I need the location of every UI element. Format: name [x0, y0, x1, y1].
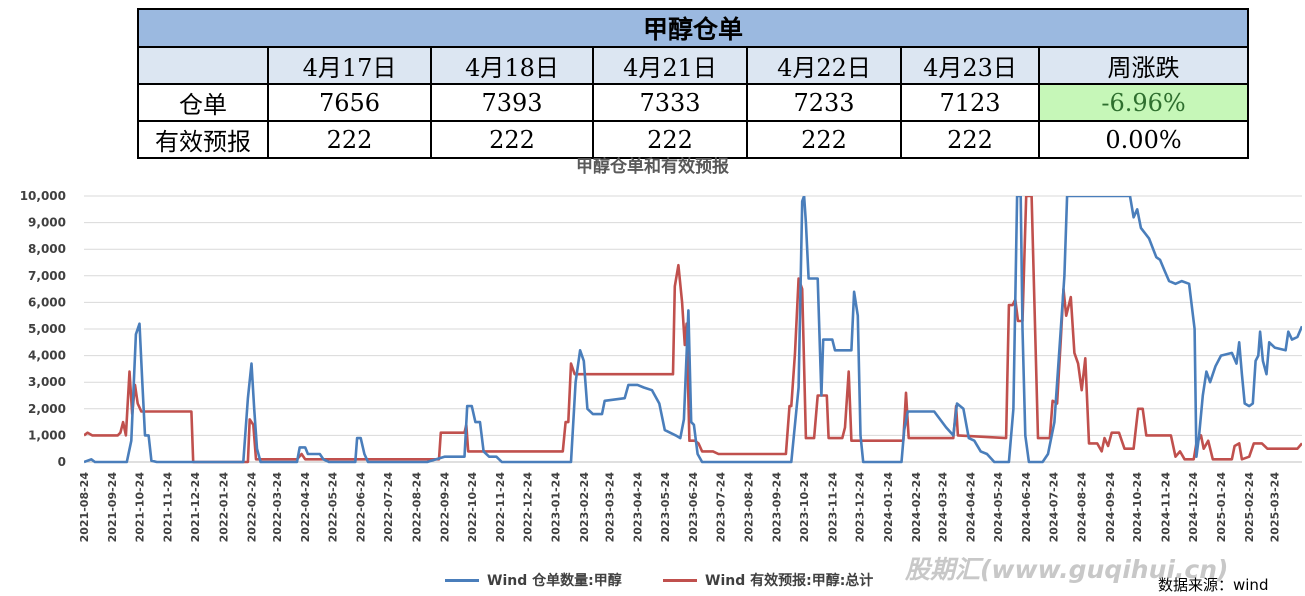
table-cell: 7393	[430, 83, 594, 122]
y-tick-label: 5,000	[28, 322, 66, 336]
table-cell: 222	[430, 120, 594, 159]
x-tick-label: 2024-09-24	[1104, 472, 1117, 543]
legend-label: Wind 仓单数量:甲醇	[487, 573, 622, 589]
header-blank	[137, 46, 269, 85]
x-tick-label: 2022-02-24	[245, 472, 258, 543]
x-tick-label: 2024-06-24	[1020, 472, 1033, 543]
header-date-3: 4月21日	[592, 46, 748, 85]
x-tick-label: 2023-12-24	[854, 472, 867, 543]
x-tick-label: 2024-12-24	[1187, 472, 1200, 543]
y-tick-label: 6,000	[28, 295, 66, 309]
chart-title: 甲醇仓单和有效预报	[576, 157, 729, 177]
row-label-forecast: 有效预报	[137, 120, 269, 159]
x-tick-label: 2021-09-24	[106, 472, 119, 543]
x-tick-label: 2022-11-24	[494, 472, 507, 543]
header-date-4: 4月22日	[746, 46, 902, 85]
x-tick-label: 2023-10-24	[798, 472, 811, 543]
header-date-1: 4月17日	[267, 46, 432, 85]
y-tick-label: 4,000	[28, 349, 66, 363]
weekly-change-forecast: 0.00%	[1037, 120, 1250, 159]
x-tick-label: 2023-04-24	[631, 472, 644, 543]
table-cell: 222	[900, 120, 1040, 159]
legend-item-forecast: Wind 有效预报:甲醇:总计	[663, 570, 873, 590]
legend-swatch-blue	[445, 578, 479, 582]
legend-label: Wind 有效预报:甲醇:总计	[705, 573, 874, 589]
x-tick-label: 2022-06-24	[355, 472, 368, 543]
header-date-5: 4月23日	[900, 46, 1040, 85]
data-source: 数据来源：wind	[1158, 576, 1269, 594]
table-cell: 7123	[900, 83, 1040, 122]
x-tick-label: 2022-09-24	[438, 472, 451, 543]
table-cell: 222	[592, 120, 748, 159]
x-tick-label: 2022-08-24	[410, 472, 423, 543]
table-cell: 222	[746, 120, 902, 159]
x-tick-label: 2021-10-24	[134, 472, 147, 543]
x-tick-label: 2022-04-24	[299, 472, 312, 543]
x-tick-label: 2024-08-24	[1076, 472, 1089, 543]
table-cell: 7333	[592, 83, 748, 122]
x-tick-label: 2024-01-24	[882, 472, 895, 543]
x-tick-label: 2024-11-24	[1159, 472, 1172, 543]
x-tick-label: 2025-02-24	[1243, 472, 1256, 543]
legend-item-receipts: Wind 仓单数量:甲醇	[445, 570, 622, 590]
y-tick-label: 3,000	[28, 375, 66, 389]
x-tick-label: 2023-08-24	[743, 472, 756, 543]
y-tick-label: 9,000	[28, 216, 66, 230]
weekly-change-receipts: -6.96%	[1037, 83, 1250, 122]
y-tick-label: 1,000	[28, 428, 66, 442]
x-tick-label: 2021-11-24	[162, 472, 175, 543]
y-tick-label: 0	[58, 455, 66, 469]
x-tick-label: 2022-07-24	[382, 472, 395, 543]
legend-swatch-red	[663, 578, 697, 582]
x-tick-label: 2023-06-24	[687, 472, 700, 543]
x-tick-label: 2022-12-24	[521, 472, 534, 543]
table-row: 仓单 7656 7393 7333 7233 7123 -6.96%	[137, 83, 1250, 122]
y-tick-label: 2,000	[28, 402, 66, 416]
warehouse-receipt-table: 甲醇仓单 4月17日 4月18日 4月21日 4月22日 4月23日 周涨跌 仓…	[136, 8, 1250, 159]
x-tick-label: 2025-01-24	[1215, 472, 1228, 543]
x-tick-label: 2024-07-24	[1047, 472, 1060, 543]
y-tick-label: 7,000	[28, 269, 66, 283]
x-tick-label: 2024-10-24	[1131, 472, 1144, 543]
table-row: 有效预报 222 222 222 222 222 0.00%	[137, 120, 1250, 159]
x-tick-label: 2023-05-24	[659, 472, 672, 543]
x-tick-label: 2023-02-24	[578, 472, 591, 543]
x-tick-label: 2022-03-24	[271, 472, 284, 543]
table-title: 甲醇仓单	[136, 8, 1250, 48]
x-tick-label: 2022-05-24	[327, 472, 340, 543]
header-date-2: 4月18日	[430, 46, 594, 85]
table-cell: 222	[267, 120, 432, 159]
x-tick-label: 2023-11-24	[826, 472, 839, 543]
x-tick-label: 2021-08-24	[78, 472, 91, 543]
x-tick-label: 2023-01-24	[550, 472, 563, 543]
x-tick-label: 2021-12-24	[189, 472, 202, 543]
header-weekly-change: 周涨跌	[1037, 46, 1250, 85]
x-tick-label: 2023-09-24	[771, 472, 784, 543]
x-tick-label: 2024-04-24	[965, 472, 978, 543]
x-tick-label: 2025-03-24	[1269, 472, 1282, 543]
x-tick-label: 2024-05-24	[992, 472, 1005, 543]
x-tick-label: 2024-03-24	[936, 472, 949, 543]
y-tick-label: 10,000	[20, 189, 66, 203]
x-tick-label: 2022-10-24	[466, 472, 479, 543]
row-label-receipts: 仓单	[137, 83, 269, 122]
x-tick-label: 2022-01-24	[217, 472, 230, 543]
series-line-receipts	[84, 196, 1302, 464]
x-tick-label: 2023-03-24	[603, 472, 616, 543]
watermark: 股期汇(www.guqihui.cn)	[905, 555, 1229, 584]
table-cell: 7233	[746, 83, 902, 122]
x-tick-label: 2024-02-24	[910, 472, 923, 543]
table-cell: 7656	[267, 83, 432, 122]
x-tick-label: 2023-07-24	[714, 472, 727, 543]
y-tick-label: 8,000	[28, 242, 66, 256]
